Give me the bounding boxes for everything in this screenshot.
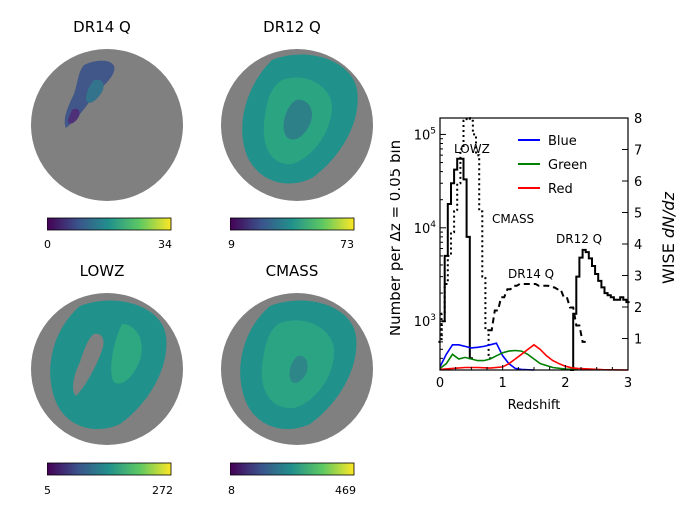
x-tick-label: 3 [624,376,632,391]
y-right-tick-label: 7 [634,144,642,159]
x-tick-label: 0 [436,376,444,391]
sky-disk [31,49,183,201]
y-right-tick-label: 3 [634,270,642,285]
annotation-dr12q: DR12 Q [556,232,602,246]
footprint-cmass [240,300,357,430]
series-green [439,349,578,371]
series-cmass [438,117,492,360]
y-left-tick-label: 103 [414,313,436,330]
tick-layer: 0 1 2 3 103 104 105 1 2 3 4 5 6 7 8 [414,112,643,391]
colorbar-max-lowz: 272 [152,484,173,497]
colorbar-dr14q [47,217,172,231]
colorbar-max-dr14q: 34 [158,238,172,251]
colorbar-min-dr12q: 9 [228,238,235,251]
legend-label-blue: Blue [548,134,577,149]
colorbar-dr12q [230,217,355,231]
colorbar-min-cmass: 8 [228,484,235,497]
series-red [439,343,629,371]
footprint-lowz [50,300,167,430]
y-right-tick-label: 1 [634,333,642,348]
series-lowz [441,157,473,360]
map-dr12q [221,49,373,201]
series-layer [438,117,630,371]
y-right-tick-label: 2 [634,301,642,316]
y-right-tick-label: 4 [634,238,642,253]
y-axis-label-left: Number per Δz = 0.05 bin [390,140,404,336]
map-title-dr12q: DR12 Q [263,18,321,36]
footprint-dr12q [242,54,358,184]
colorbar-min-lowz: 5 [44,484,51,497]
y-left-tick-label: 105 [414,126,436,143]
y-axis-label-right: WISE dN/dz [659,191,678,284]
map-title-dr14q: DR14 Q [73,18,131,36]
colorbar-lowz [47,462,172,476]
map-title-cmass: CMASS [265,262,319,280]
map-cmass [221,293,373,445]
colorbar-max-cmass: 469 [335,484,356,497]
redshift-chart: 0 1 2 3 103 104 105 1 2 3 4 5 6 7 8 Redshift Number pe… [390,112,678,413]
colorbar-min-dr14q: 0 [44,238,51,251]
legend: Blue Green Red [518,134,587,197]
series-dr12-q [570,248,630,371]
x-tick-label: 1 [499,376,507,391]
map-lowz [31,293,183,445]
y-right-tick-label: 8 [634,112,642,127]
y-right-tick-label: 6 [634,175,642,190]
footprint-dr14q [64,60,115,128]
map-dr14q [31,49,183,201]
colorbar-cmass [230,462,355,476]
annotation-lowz: LOWZ [454,142,490,156]
series-blue [439,342,535,371]
series-dr14-q [488,283,586,343]
y-left-tick-label: 104 [414,220,437,237]
annotation-dr14q: DR14 Q [508,267,554,281]
map-title-lowz: LOWZ [79,262,125,280]
legend-label-red: Red [548,182,573,197]
x-tick-label: 2 [561,376,569,391]
colorbar-max-dr12q: 73 [340,238,354,251]
x-axis-label: Redshift [508,398,561,413]
y-right-tick-label: 5 [634,207,642,222]
annotation-cmass: CMASS [492,212,534,226]
legend-label-green: Green [548,158,587,173]
